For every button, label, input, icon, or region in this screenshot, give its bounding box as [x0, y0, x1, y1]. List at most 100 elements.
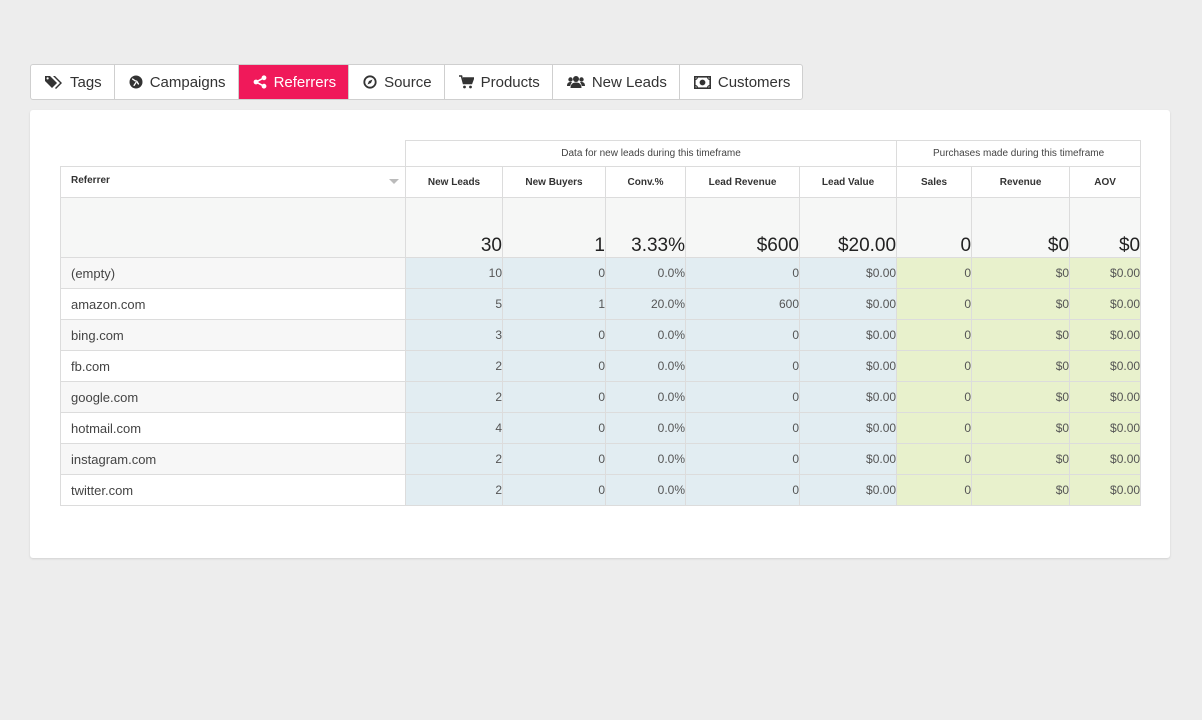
sales-cell: 0 — [896, 257, 973, 289]
tab-referrers-label: Referrers — [273, 73, 337, 91]
tab-new-leads[interactable]: New Leads — [553, 65, 680, 99]
tab-campaigns[interactable]: Campaigns — [115, 65, 239, 99]
referrer-cell: google.com — [60, 381, 406, 413]
lead-revenue-cell: 600 — [685, 288, 800, 320]
totals-row: 30 1 3.33% $600 $20.00 0 $0 $0 — [60, 197, 1142, 258]
conv-cell: 20.0% — [605, 288, 686, 320]
aov-cell: $0.00 — [1069, 288, 1142, 320]
sales-cell: 0 — [896, 474, 973, 506]
sales-cell: 0 — [896, 319, 973, 351]
table-row[interactable]: twitter.com 2 0 0.0% 0 $0.00 0 $0 $0.00 — [60, 474, 1142, 506]
sales-cell: 0 — [896, 350, 973, 382]
lead-revenue-cell: 0 — [685, 257, 800, 289]
new-leads-cell: 2 — [405, 474, 503, 506]
new-buyers-cell: 0 — [502, 474, 606, 506]
revenue-cell: $0 — [971, 350, 1071, 382]
tags-icon — [45, 75, 63, 89]
referrer-cell: amazon.com — [60, 288, 406, 320]
sales-cell: 0 — [896, 288, 973, 320]
lead-value-cell: $0.00 — [798, 443, 898, 475]
conv-cell: 0.0% — [605, 443, 686, 475]
revenue-cell: $0 — [971, 443, 1071, 475]
column-header-new-buyers[interactable]: New Buyers — [502, 166, 606, 198]
table-row[interactable]: (empty) 10 0 0.0% 0 $0.00 0 $0 $0.00 — [60, 257, 1142, 289]
lead-value-cell: $0.00 — [798, 412, 898, 444]
referrer-cell: bing.com — [60, 319, 406, 351]
new-leads-cell: 3 — [405, 319, 503, 351]
share-icon — [253, 75, 267, 89]
column-header-revenue[interactable]: Revenue — [971, 166, 1071, 198]
sort-down-icon[interactable] — [389, 179, 399, 184]
lead-value-cell: $0.00 — [798, 381, 898, 413]
column-header-lead-value[interactable]: Lead Value — [798, 166, 898, 198]
new-buyers-cell: 1 — [502, 288, 606, 320]
referrer-cell: instagram.com — [60, 443, 406, 475]
group-header-spacer — [61, 141, 406, 167]
tab-referrers[interactable]: Referrers — [238, 65, 350, 99]
table-row[interactable]: instagram.com 2 0 0.0% 0 $0.00 0 $0 $0.00 — [60, 443, 1142, 475]
report-tabs: Tags Campaigns Referrers Source Products… — [30, 64, 804, 100]
sales-cell: 0 — [896, 381, 973, 413]
lead-revenue-cell: 0 — [685, 381, 800, 413]
conv-cell: 0.0% — [605, 381, 686, 413]
new-buyers-cell: 0 — [502, 350, 606, 382]
revenue-cell: $0 — [971, 319, 1071, 351]
lead-value-cell: $0.00 — [798, 350, 898, 382]
sales-cell: 0 — [896, 412, 973, 444]
globe-icon — [129, 75, 143, 89]
new-leads-cell: 5 — [405, 288, 503, 320]
referrer-cell: twitter.com — [60, 474, 406, 506]
table-row[interactable]: google.com 2 0 0.0% 0 $0.00 0 $0 $0.00 — [60, 381, 1142, 413]
new-buyers-cell: 0 — [502, 443, 606, 475]
referrer-cell: hotmail.com — [60, 412, 406, 444]
revenue-cell: $0 — [971, 257, 1071, 289]
money-icon — [693, 75, 711, 89]
total-lead-revenue: $600 — [685, 197, 800, 258]
aov-cell: $0.00 — [1069, 350, 1142, 382]
column-header-referrer[interactable]: Referrer — [60, 166, 406, 198]
column-header-lead-revenue[interactable]: Lead Revenue — [685, 166, 800, 198]
users-icon — [566, 75, 585, 89]
tab-customers[interactable]: Customers — [680, 65, 803, 99]
tab-products-label: Products — [480, 73, 540, 91]
compass-icon — [363, 75, 377, 89]
aov-cell: $0.00 — [1069, 257, 1142, 289]
lead-value-cell: $0.00 — [798, 319, 898, 351]
sales-cell: 0 — [896, 443, 973, 475]
cart-icon — [458, 75, 474, 89]
table-row[interactable]: hotmail.com 4 0 0.0% 0 $0.00 0 $0 $0.00 — [60, 412, 1142, 444]
lead-value-cell: $0.00 — [798, 288, 898, 320]
new-leads-cell: 10 — [405, 257, 503, 289]
referrers-table: Data for new leads during this timeframe… — [60, 140, 1142, 506]
total-aov: $0 — [1069, 197, 1142, 258]
tab-products[interactable]: Products — [445, 65, 553, 99]
new-leads-cell: 2 — [405, 381, 503, 413]
lead-revenue-cell: 0 — [685, 474, 800, 506]
revenue-cell: $0 — [971, 474, 1071, 506]
new-buyers-cell: 0 — [502, 257, 606, 289]
totals-label-cell — [60, 197, 406, 258]
column-header-new-leads[interactable]: New Leads — [405, 166, 503, 198]
conv-cell: 0.0% — [605, 474, 686, 506]
column-header-conv[interactable]: Conv.% — [605, 166, 686, 198]
new-buyers-cell: 0 — [502, 412, 606, 444]
table-row[interactable]: bing.com 3 0 0.0% 0 $0.00 0 $0 $0.00 — [60, 319, 1142, 351]
revenue-cell: $0 — [971, 412, 1071, 444]
revenue-cell: $0 — [971, 381, 1071, 413]
table-row[interactable]: fb.com 2 0 0.0% 0 $0.00 0 $0 $0.00 — [60, 350, 1142, 382]
tab-tags[interactable]: Tags — [31, 65, 115, 99]
tab-source[interactable]: Source — [349, 65, 445, 99]
group-header-purchases: Purchases made during this timeframe — [896, 140, 1142, 167]
lead-value-cell: $0.00 — [798, 257, 898, 289]
lead-revenue-cell: 0 — [685, 412, 800, 444]
aov-cell: $0.00 — [1069, 443, 1142, 475]
new-leads-cell: 4 — [405, 412, 503, 444]
column-header-aov[interactable]: AOV — [1069, 166, 1142, 198]
lead-revenue-cell: 0 — [685, 319, 800, 351]
column-header-sales[interactable]: Sales — [896, 166, 973, 198]
total-new-leads: 30 — [405, 197, 503, 258]
table-row[interactable]: amazon.com 5 1 20.0% 600 $0.00 0 $0 $0.00 — [60, 288, 1142, 320]
aov-cell: $0.00 — [1069, 474, 1142, 506]
revenue-cell: $0 — [971, 288, 1071, 320]
total-new-buyers: 1 — [502, 197, 606, 258]
